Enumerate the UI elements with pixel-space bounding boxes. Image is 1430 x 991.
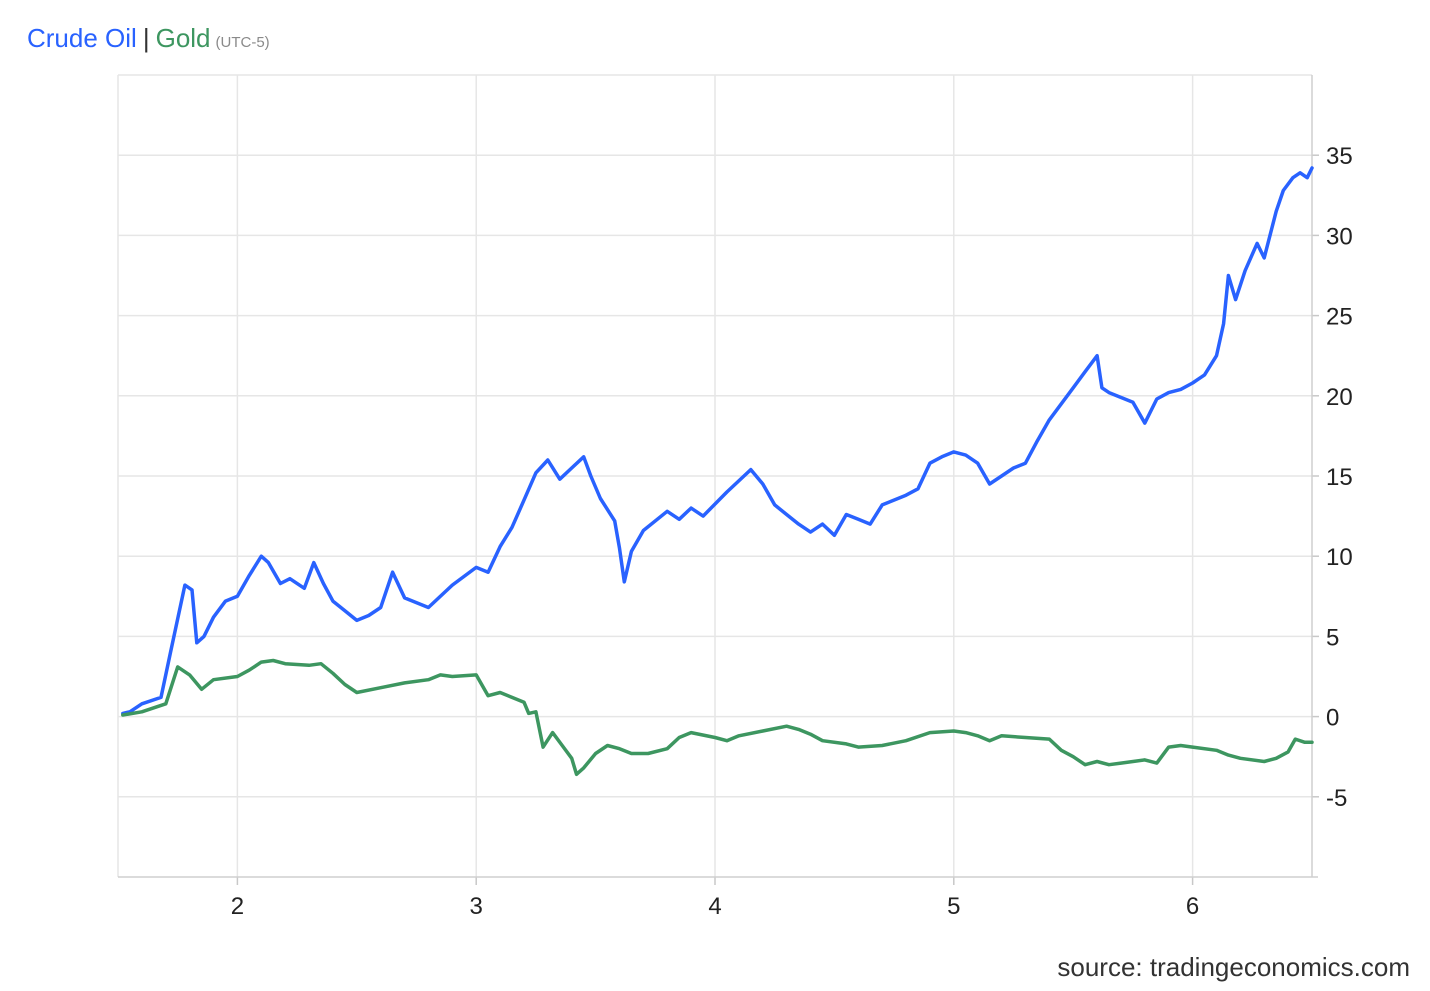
y-tick-label: 35 xyxy=(1326,143,1353,170)
y-tick-label: 25 xyxy=(1326,304,1353,331)
y-tick-label: 30 xyxy=(1326,223,1353,250)
x-tick-label: 2 xyxy=(231,893,244,920)
y-tick-label: 0 xyxy=(1326,705,1339,732)
legend-gold[interactable]: Gold xyxy=(155,23,211,53)
legend-timezone: (UTC-5) xyxy=(215,34,270,51)
chart-legend: Crude Oil | Gold (UTC-5) xyxy=(27,22,270,59)
y-tick-labels: -5 0 5 10 15 20 25 30 35 xyxy=(1326,143,1353,812)
y-tick-label: 20 xyxy=(1326,384,1353,411)
x-tick-label: 5 xyxy=(947,893,960,920)
series-lines xyxy=(121,166,1314,777)
series-line-gold xyxy=(121,658,1314,777)
y-tick-label: -5 xyxy=(1326,785,1347,812)
x-tick-labels: 2 3 4 5 6 xyxy=(231,893,1200,920)
series-line-crude-oil xyxy=(121,166,1314,716)
x-tick-label: 3 xyxy=(470,893,483,920)
legend-crude-oil[interactable]: Crude Oil xyxy=(27,23,137,53)
legend-separator: | xyxy=(142,23,150,53)
x-tick-label: 6 xyxy=(1186,893,1199,920)
grid-lines xyxy=(117,74,1312,877)
x-tick-label: 4 xyxy=(708,893,721,920)
axes xyxy=(118,75,1319,885)
y-tick-label: 15 xyxy=(1326,464,1353,491)
y-tick-label: 10 xyxy=(1326,544,1353,571)
y-tick-label: 5 xyxy=(1326,624,1339,651)
source-credit[interactable]: source: tradingeconomics.com xyxy=(1057,952,1410,982)
